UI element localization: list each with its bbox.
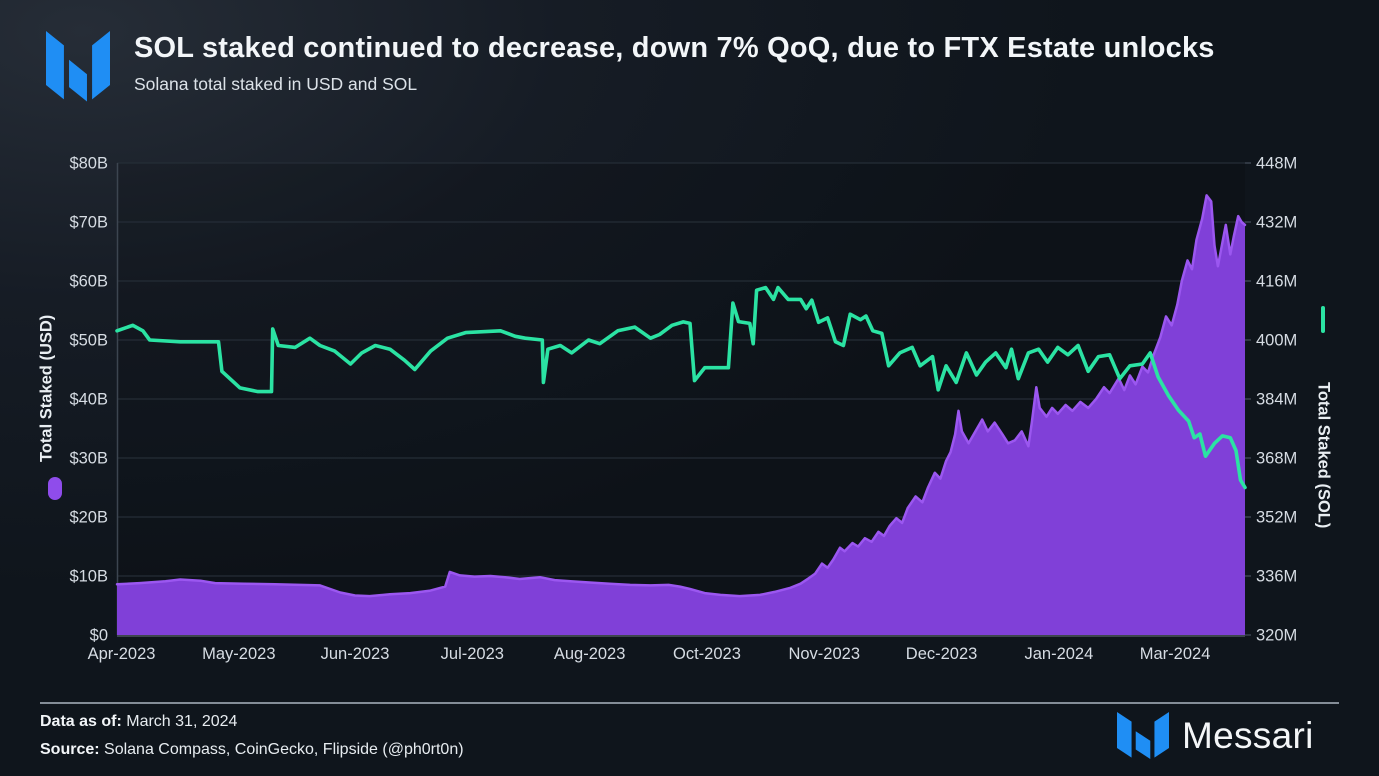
- tick-label-x: Jan-2024: [1024, 645, 1093, 663]
- logo-ribbon-left: [1117, 712, 1132, 758]
- page-title: SOL staked continued to decrease, down 7…: [134, 32, 1215, 64]
- tick-label-right: 384M: [1256, 391, 1297, 409]
- tick-label-right: 336M: [1256, 568, 1297, 586]
- sol-legend-marker: [1321, 306, 1325, 333]
- tick-label-right: 432M: [1256, 214, 1297, 232]
- footer-divider: [40, 702, 1339, 704]
- tick-label-right: 416M: [1256, 273, 1297, 291]
- tick-label-x: Jun-2023: [321, 645, 390, 663]
- data-as-of-value: March 31, 2024: [121, 713, 238, 730]
- area-usd: [117, 195, 1245, 635]
- tick-label-left: $20B: [69, 509, 108, 527]
- tick-label-right: 320M: [1256, 627, 1297, 645]
- title-block: SOL staked continued to decrease, down 7…: [134, 31, 1215, 103]
- page-subtitle: Solana total staked in USD and SOL: [134, 74, 418, 94]
- area-usd-edge: [115, 194, 1247, 598]
- tick-label-left: $70B: [69, 214, 108, 232]
- tick-label-left: $50B: [69, 332, 108, 350]
- logo-ribbon-middle: [69, 59, 87, 102]
- tick-label-left: $40B: [69, 391, 108, 409]
- tick-label-right: 400M: [1256, 332, 1297, 350]
- data-as-of-line: Data as of: March 31, 2024: [40, 708, 464, 736]
- messari-footer-logo-icon: [1117, 712, 1169, 760]
- tick-label-right: 352M: [1256, 509, 1297, 527]
- footer-brand: Messari: [1117, 712, 1314, 760]
- source-label: Source:: [40, 741, 100, 758]
- data-as-of-label: Data as of:: [40, 713, 122, 730]
- tick-label-x: Jul-2023: [441, 645, 504, 663]
- right-axis-label: Total Staked (SOL): [1314, 381, 1333, 529]
- tick-label-left: $60B: [69, 273, 108, 291]
- footer-meta: Data as of: March 31, 2024 Source: Solan…: [40, 708, 464, 764]
- left-axis-label: Total Staked (USD): [37, 314, 56, 462]
- messari-logo-icon: [46, 31, 110, 102]
- tick-label-x: Mar-2024: [1140, 645, 1211, 663]
- logo-ribbon-middle: [1135, 731, 1151, 760]
- source-line: Source: Solana Compass, CoinGecko, Flips…: [40, 736, 464, 764]
- logo-ribbon-left: [46, 31, 64, 100]
- tick-label-x: Aug-2023: [554, 645, 626, 663]
- tick-label-left: $10B: [69, 568, 108, 586]
- tick-label-right: 368M: [1256, 450, 1297, 468]
- tick-label-x: May-2023: [202, 645, 275, 663]
- source-value: Solana Compass, CoinGecko, Flipside (@ph…: [99, 741, 464, 758]
- tick-label-x: Dec-2023: [906, 645, 978, 663]
- tick-label-x: Nov-2023: [788, 645, 860, 663]
- tick-label-left: $0: [90, 627, 108, 645]
- brand-wordmark: Messari: [1182, 715, 1314, 756]
- tick-label-left: $80B: [69, 155, 108, 173]
- line-sol: [115, 285, 1247, 490]
- usd-legend-marker: [48, 477, 62, 500]
- header: SOL staked continued to decrease, down 7…: [46, 31, 1215, 103]
- tick-label-x: Apr-2023: [88, 645, 156, 663]
- tick-label-right: 448M: [1256, 155, 1297, 173]
- tick-label-left: $30B: [69, 450, 108, 468]
- logo-ribbon-right: [92, 31, 110, 100]
- tick-label-x: Oct-2023: [673, 645, 741, 663]
- logo-ribbon-right: [1154, 712, 1169, 758]
